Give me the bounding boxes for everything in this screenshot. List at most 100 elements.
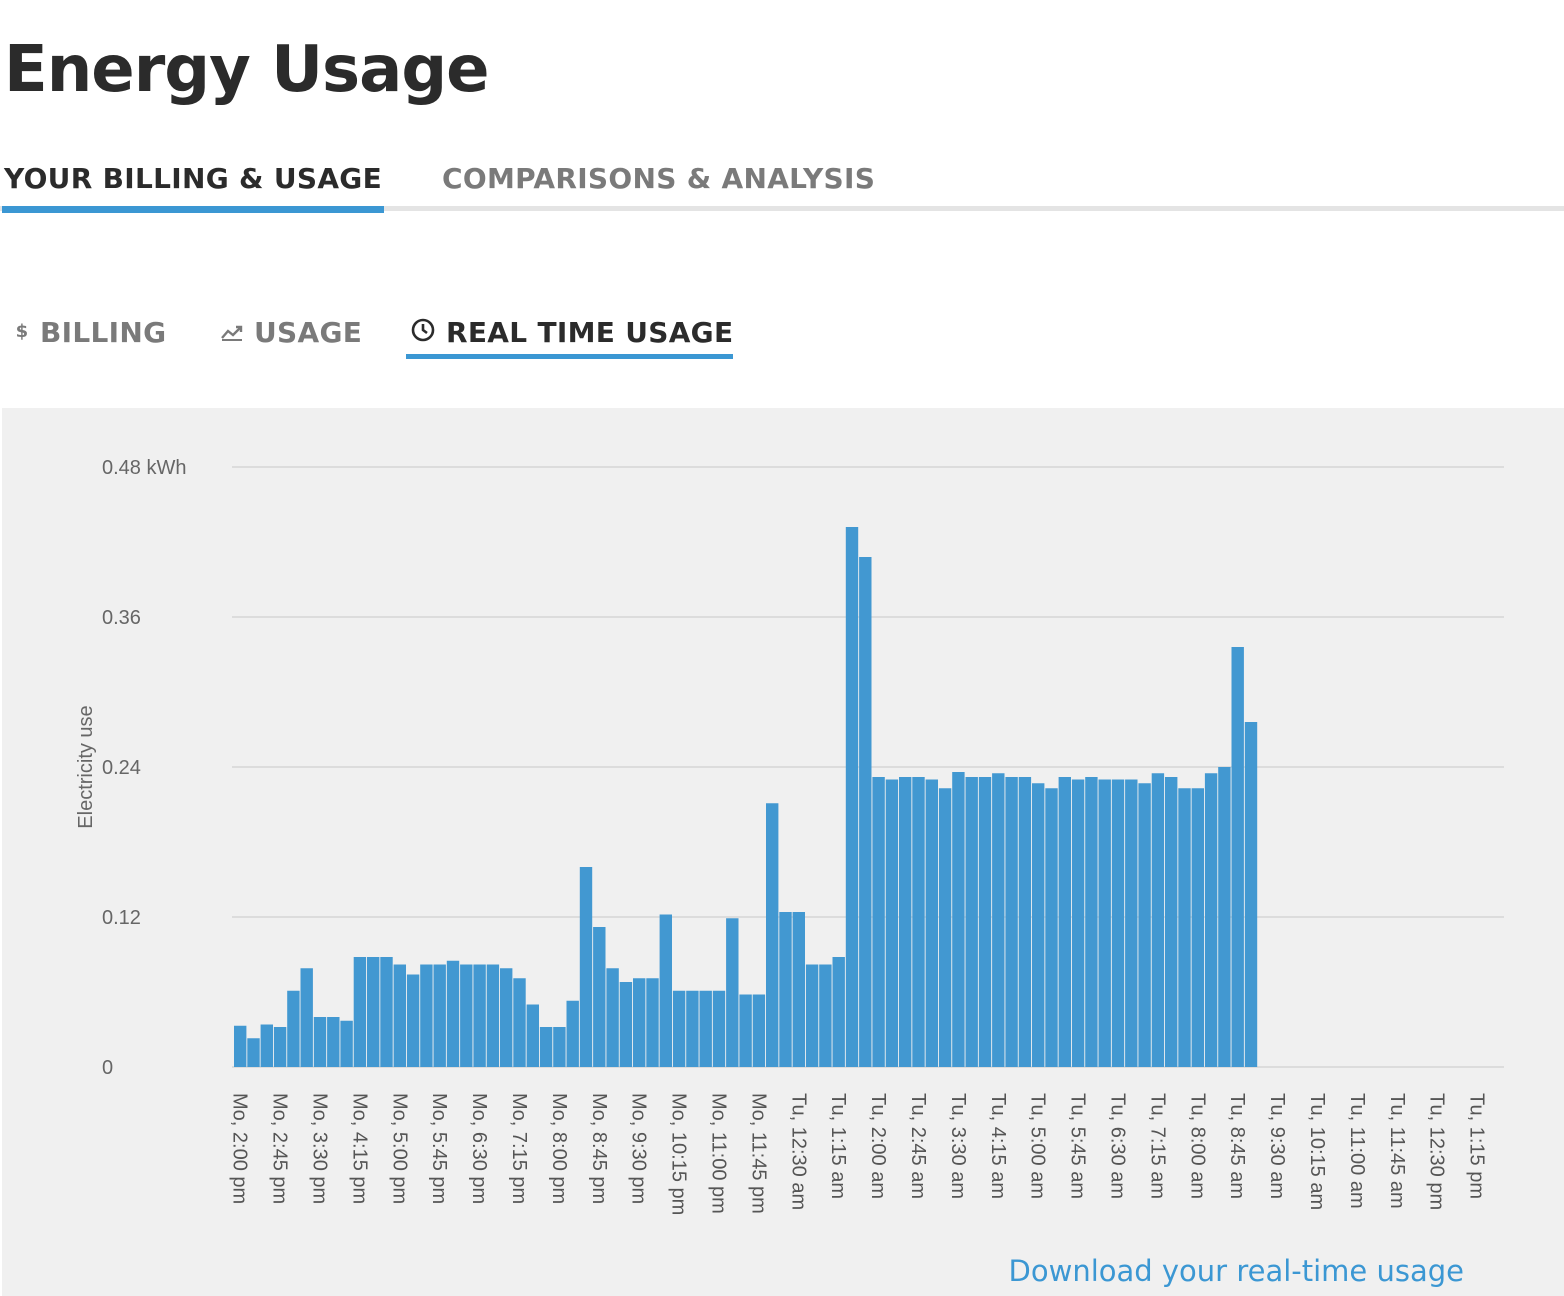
usage-bar	[646, 978, 659, 1067]
usage-bar	[952, 772, 965, 1067]
usage-bar	[1032, 783, 1045, 1067]
usage-bar	[1111, 779, 1125, 1067]
usage-bar	[699, 990, 712, 1067]
x-tick-label: Tu, 1:15 am	[827, 1093, 849, 1199]
usage-bar	[885, 779, 899, 1067]
usage-bar	[1098, 779, 1111, 1067]
usage-bar	[247, 1038, 260, 1067]
active-tab-indicator	[2, 206, 384, 213]
x-tick-label: Tu, 5:00 am	[1027, 1093, 1049, 1199]
usage-bar	[619, 982, 633, 1067]
usage-bar	[526, 1004, 539, 1067]
usage-bar	[1151, 773, 1165, 1067]
subtab-real-time-usage[interactable]: REAL TIME USAGE	[406, 316, 734, 359]
x-tick-label: Tu, 11:00 am	[1346, 1093, 1368, 1209]
usage-bar	[1005, 777, 1018, 1067]
usage-bar	[792, 912, 805, 1067]
usage-bar	[1231, 647, 1244, 1067]
usage-bar	[1244, 722, 1258, 1067]
usage-bar	[420, 964, 433, 1067]
x-tick-label: Mo, 6:30 pm	[468, 1093, 490, 1204]
x-tick-label: Mo, 2:45 pm	[269, 1093, 291, 1204]
usage-bar	[486, 964, 500, 1067]
x-tick-label: Tu, 12:30 am	[787, 1093, 809, 1210]
usage-bar	[260, 1024, 273, 1067]
x-tick-label: Tu, 4:15 am	[987, 1093, 1009, 1199]
y-axis-title: Electricity use	[75, 705, 97, 828]
usage-bar	[406, 974, 420, 1067]
usage-bar	[965, 777, 978, 1067]
usage-bar	[832, 957, 845, 1067]
usage-bar	[1085, 777, 1098, 1067]
subtab-usage[interactable]: USAGE	[220, 316, 362, 349]
usage-bar	[819, 964, 832, 1067]
usage-bar	[393, 964, 406, 1067]
x-tick-label: Tu, 8:45 am	[1226, 1093, 1248, 1199]
x-tick-label: Tu, 2:00 am	[867, 1093, 889, 1199]
download-realtime-usage-link[interactable]: Download your real-time usage	[1008, 1254, 1464, 1288]
usage-bar	[473, 964, 486, 1067]
x-tick-label: Mo, 2:00 pm	[229, 1093, 251, 1204]
usage-bar	[1058, 777, 1071, 1067]
chart-panel: 0 0.12 0.24 0.36 0.48 kWh Electricity use Mo, …	[2, 408, 1564, 1296]
y-tick-label: 0	[102, 1057, 113, 1079]
usage-bar	[779, 912, 792, 1067]
usage-bar	[287, 990, 300, 1067]
usage-bar	[606, 968, 619, 1067]
x-tick-label: Mo, 8:00 pm	[548, 1093, 570, 1204]
x-tick-label: Mo, 11:00 pm	[707, 1093, 729, 1214]
usage-bar	[353, 957, 367, 1067]
usage-bar	[686, 990, 699, 1067]
tab-bar-divider	[0, 206, 1564, 211]
usage-bar	[380, 957, 393, 1067]
usage-bar	[1045, 788, 1058, 1067]
usage-bar	[593, 927, 606, 1067]
subtab-label: USAGE	[254, 316, 363, 349]
usage-bar	[1204, 773, 1218, 1067]
usage-bar	[925, 779, 938, 1067]
usage-bar	[513, 978, 526, 1067]
usage-bar	[845, 527, 859, 1067]
svg-text:$: $	[16, 321, 29, 342]
y-tick-label: 0.24	[102, 757, 141, 779]
y-tick-label: 0.12	[102, 907, 141, 929]
x-tick-label: Mo, 5:00 pm	[388, 1093, 410, 1204]
usage-bar	[1191, 788, 1204, 1067]
usage-bar	[726, 918, 739, 1067]
x-tick-label: Tu, 9:30 am	[1266, 1093, 1288, 1199]
usage-bar-chart: 0 0.12 0.24 0.36 0.48 kWh Electricity use Mo, …	[75, 457, 1504, 1215]
usage-bar	[912, 777, 925, 1067]
usage-bar	[433, 964, 446, 1067]
x-tick-label: Mo, 11:45 pm	[747, 1093, 769, 1214]
usage-bar	[1138, 783, 1151, 1067]
usage-bar	[859, 557, 872, 1067]
x-tick-label: Tu, 6:30 am	[1106, 1093, 1128, 1199]
usage-bar	[460, 964, 473, 1067]
trend-icon	[220, 319, 244, 347]
subtab-billing[interactable]: $ BILLING	[14, 316, 167, 349]
tab-billing-and-usage[interactable]: YOUR BILLING & USAGE	[2, 162, 384, 213]
x-tick-label: Tu, 12:30 pm	[1426, 1093, 1448, 1210]
usage-bar	[367, 957, 380, 1067]
subtab-label: BILLING	[40, 316, 167, 349]
tab-comparisons-and-analysis[interactable]: COMPARISONS & ANALYSIS	[442, 162, 875, 195]
x-tick-label: Mo, 9:30 pm	[628, 1093, 650, 1204]
tab-label: YOUR BILLING & USAGE	[4, 162, 382, 195]
x-tick-label: Mo, 8:45 pm	[588, 1093, 610, 1204]
x-tick-label: Mo, 7:15 pm	[508, 1093, 530, 1204]
x-tick-label: Tu, 5:45 am	[1067, 1093, 1089, 1199]
usage-bar	[1071, 779, 1085, 1067]
active-subtab-indicator	[406, 354, 734, 359]
usage-bar	[766, 803, 779, 1067]
x-tick-label: Tu, 8:00 am	[1186, 1093, 1208, 1199]
usage-bar	[566, 1000, 579, 1067]
x-tick-label: Tu, 3:30 am	[947, 1093, 969, 1199]
usage-bar	[539, 1027, 553, 1067]
usage-bar	[992, 773, 1005, 1067]
usage-bar	[1165, 777, 1178, 1067]
page-title: Energy Usage	[4, 33, 490, 107]
usage-bar	[1018, 777, 1032, 1067]
x-tick-label: Tu, 11:45 am	[1386, 1093, 1408, 1209]
x-tick-label: Tu, 1:15 pm	[1466, 1093, 1488, 1199]
usage-bar	[273, 1027, 287, 1067]
